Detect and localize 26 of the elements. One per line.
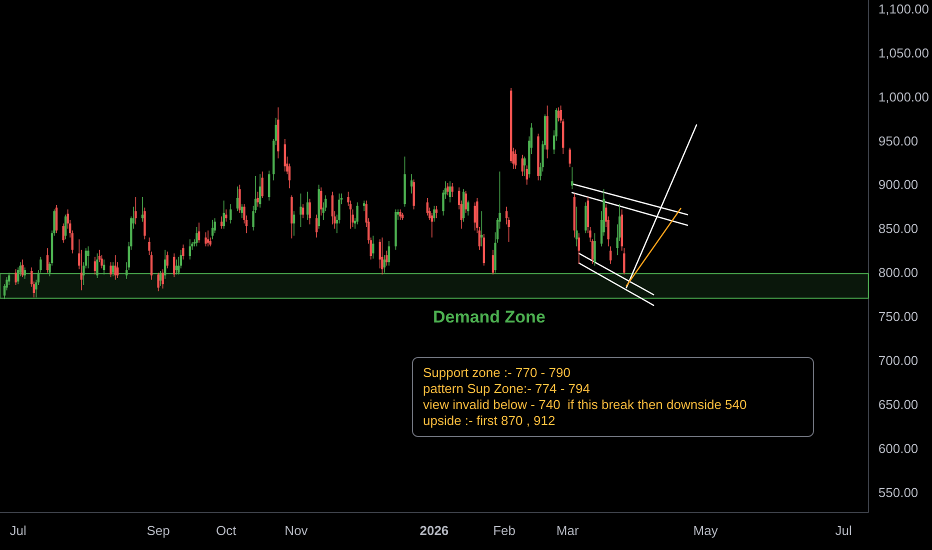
x-tick-label: Oct (216, 523, 237, 538)
y-tick-label: 850.00 (878, 221, 918, 236)
annotation: pattern Sup Zone:- 774 - 794 (423, 381, 591, 397)
x-tick-label: Sep (146, 523, 170, 538)
y-tick-label: 1,050.00 (878, 45, 930, 60)
x-tick-label: Mar (556, 523, 580, 538)
x-tick-label: Feb (493, 523, 516, 538)
annotation: Support zone :- 770 - 790 (423, 365, 572, 381)
y-tick-label: 1,100.00 (878, 1, 930, 16)
y-tick-label: 950.00 (878, 133, 918, 148)
y-tick-label: 650.00 (878, 397, 918, 412)
x-tick-label: May (693, 523, 718, 538)
band-label: Demand Zone (432, 308, 546, 327)
x-tick-label: Jul (835, 523, 852, 538)
y-tick-label: 600.00 (878, 441, 918, 456)
y-tick-label: 700.00 (878, 353, 918, 368)
x-tick-label: 2026 (420, 523, 449, 538)
y-tick-label: 750.00 (878, 309, 918, 324)
y-tick-label: 550.00 (878, 485, 918, 500)
x-tick-label: Jul (10, 523, 27, 538)
x-tick-label: Nov (284, 523, 308, 538)
y-tick-label: 800.00 (878, 265, 918, 280)
annotation: view invalid below - 740 if this break then downside 540 (423, 397, 748, 413)
annotation: upside :- first 870 , 912 (423, 413, 556, 429)
y-tick-label: 1,000.00 (878, 89, 930, 104)
y-tick-label: 900.00 (878, 177, 918, 192)
